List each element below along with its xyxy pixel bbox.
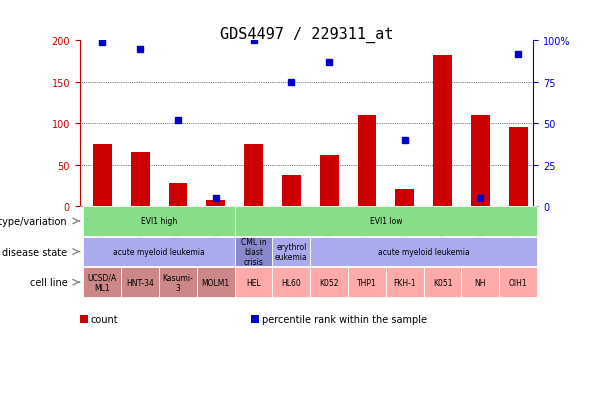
Bar: [131, 153, 150, 206]
Text: GDS4497 / 229311_at: GDS4497 / 229311_at: [220, 27, 393, 43]
Text: acute myeloid leukemia: acute myeloid leukemia: [113, 247, 205, 256]
Text: EVI1 low: EVI1 low: [370, 217, 402, 226]
Text: erythrol
eukemia: erythrol eukemia: [275, 242, 308, 261]
Text: K051: K051: [433, 278, 452, 287]
Text: count: count: [90, 314, 118, 324]
Text: OIH1: OIH1: [509, 278, 528, 287]
Text: HL60: HL60: [281, 278, 301, 287]
Text: K052: K052: [319, 278, 339, 287]
Text: HNT-34: HNT-34: [126, 278, 154, 287]
Bar: [357, 116, 376, 206]
Text: EVI1 high: EVI1 high: [141, 217, 177, 226]
Text: disease state: disease state: [2, 247, 67, 257]
Text: MOLM1: MOLM1: [202, 278, 230, 287]
Bar: [509, 128, 528, 206]
Text: FKH-1: FKH-1: [394, 278, 416, 287]
Bar: [244, 145, 263, 206]
Text: percentile rank within the sample: percentile rank within the sample: [262, 314, 427, 324]
Text: genotype/variation: genotype/variation: [0, 216, 67, 226]
Bar: [433, 56, 452, 206]
Bar: [207, 201, 225, 206]
Bar: [471, 116, 490, 206]
Text: cell line: cell line: [29, 278, 67, 287]
Text: UCSD/A
ML1: UCSD/A ML1: [88, 273, 117, 292]
Text: NH: NH: [474, 278, 486, 287]
Bar: [395, 189, 414, 206]
Text: HEL: HEL: [246, 278, 261, 287]
Text: THP1: THP1: [357, 278, 377, 287]
Bar: [93, 145, 112, 206]
Bar: [169, 183, 188, 206]
Text: Kasumi-
3: Kasumi- 3: [162, 273, 194, 292]
Text: acute myeloid leukemia: acute myeloid leukemia: [378, 247, 470, 256]
Bar: [282, 176, 301, 206]
Text: CML in
blast
crisis: CML in blast crisis: [241, 238, 267, 266]
Bar: [320, 155, 338, 206]
